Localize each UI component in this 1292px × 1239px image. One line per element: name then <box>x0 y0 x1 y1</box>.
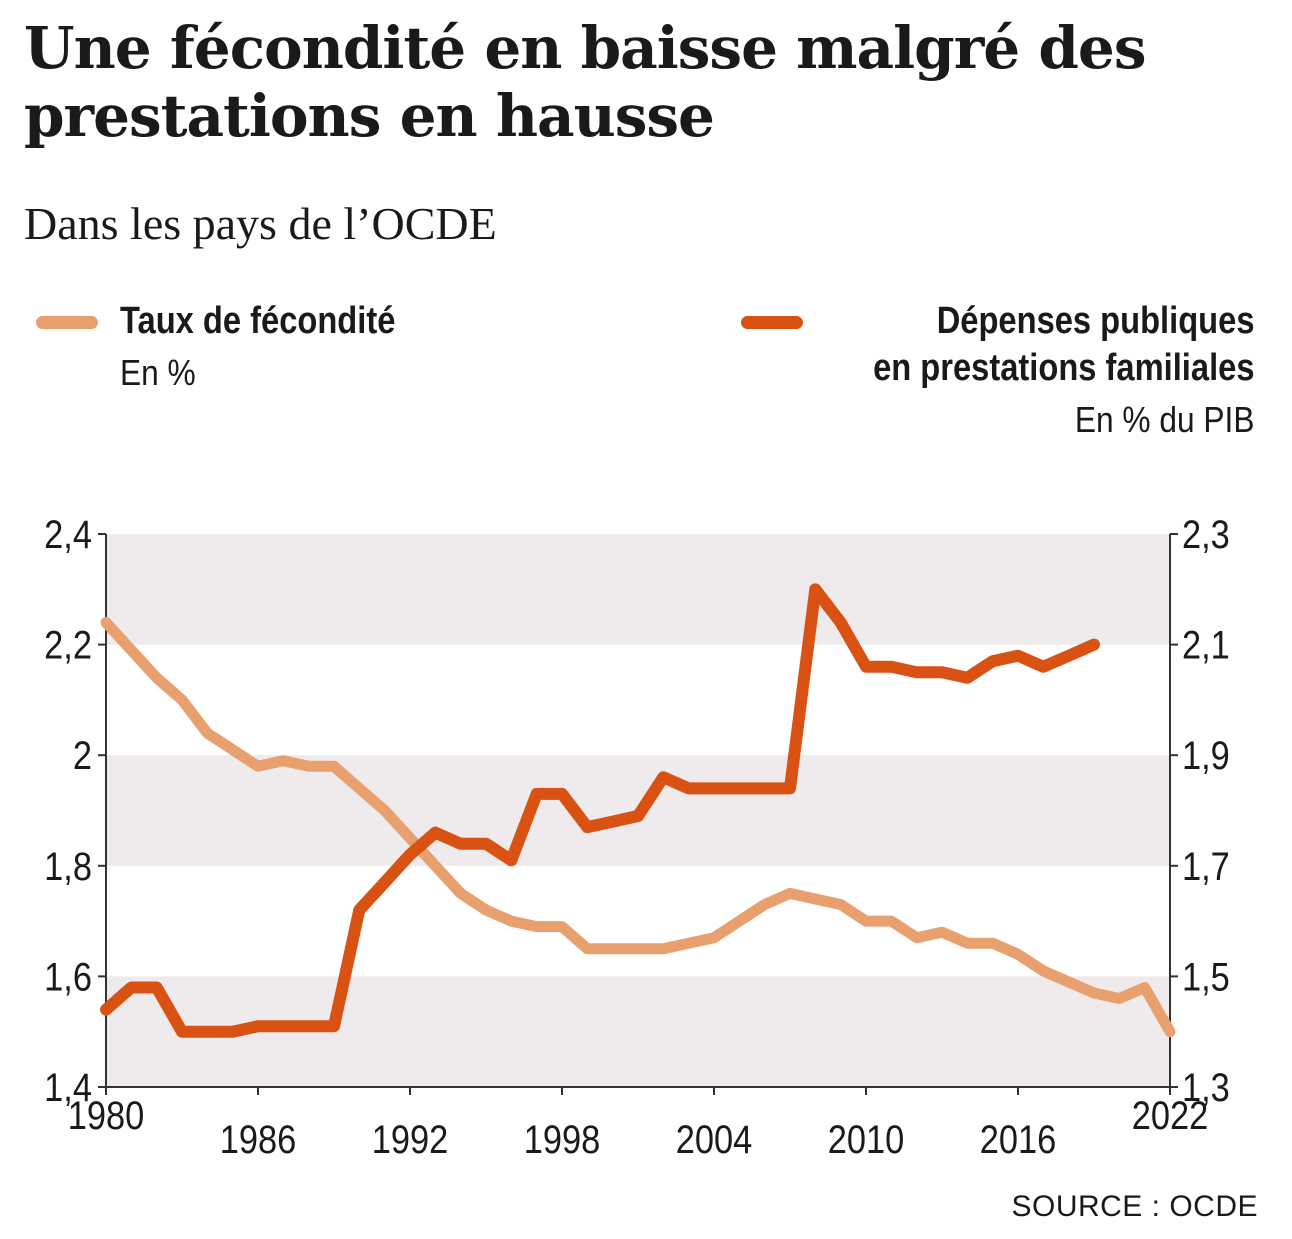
y-tick-label-left: 2,4 <box>44 512 92 557</box>
line-chart: 1,4 1,6 1,8 2 2,2 2,4 1,3 1,5 1,7 1,9 2,1 2,3 1980 19… <box>44 512 1230 1162</box>
x-tick-label: 1980 <box>68 1093 145 1138</box>
y-tick-label-left: 2,2 <box>44 622 92 667</box>
x-tick-label: 2010 <box>828 1117 905 1162</box>
y-tick-label-right: 1,9 <box>1182 733 1230 778</box>
legend-fertility: Taux de fécondité En % <box>36 298 440 401</box>
y-tick-label-left: 2 <box>73 733 92 778</box>
source-note: SOURCE : OCDE <box>1011 1190 1258 1223</box>
x-tick-label: 1992 <box>372 1117 449 1162</box>
legend-label-fertility: Taux de fécondité <box>120 300 396 342</box>
y-tick-label-left: 1,6 <box>44 954 92 999</box>
chart-subtitle: Dans les pays de l’OCDE <box>24 198 497 249</box>
legend-swatch-spending <box>740 316 803 329</box>
series-lines <box>100 583 1176 1038</box>
tick-labels: 1,4 1,6 1,8 2 2,2 2,4 1,3 1,5 1,7 1,9 2,1 2,3 1980 19… <box>44 512 1230 1162</box>
legend-label-spending-line2: en prestations familiales <box>872 347 1254 389</box>
chart-title: Une fécondité en baisse malgré des prest… <box>24 14 1146 150</box>
legend-label-spending-line1: Dépenses publiques <box>936 300 1254 342</box>
y-tick-label-right: 1,3 <box>1182 1065 1230 1110</box>
y-tick-label-right: 1,7 <box>1182 843 1230 888</box>
legend-unit-fertility: En % <box>120 352 196 393</box>
y-tick-label-right: 2,3 <box>1182 512 1230 557</box>
legend-unit-spending: En % du PIB <box>1074 399 1254 440</box>
x-tick-label: 2004 <box>676 1117 753 1162</box>
series-line-fertility <box>100 617 1176 1038</box>
x-tick-label: 2016 <box>980 1117 1057 1162</box>
x-tick-label: 1986 <box>220 1117 297 1162</box>
y-tick-label-left: 1,4 <box>44 1065 92 1110</box>
y-tick-label-right: 2,1 <box>1182 622 1230 667</box>
y-tick-label-right: 1,5 <box>1182 954 1230 999</box>
x-tick-label: 1998 <box>524 1117 601 1162</box>
series-line-spending <box>100 583 1100 1038</box>
legend-spending: Dépenses publiques en prestations famili… <box>740 298 1254 448</box>
legend-swatch-fertility <box>36 316 98 329</box>
grid-band <box>106 534 1170 645</box>
y-tick-label-left: 1,8 <box>44 843 92 888</box>
x-tick-label: 2022 <box>1132 1093 1209 1138</box>
